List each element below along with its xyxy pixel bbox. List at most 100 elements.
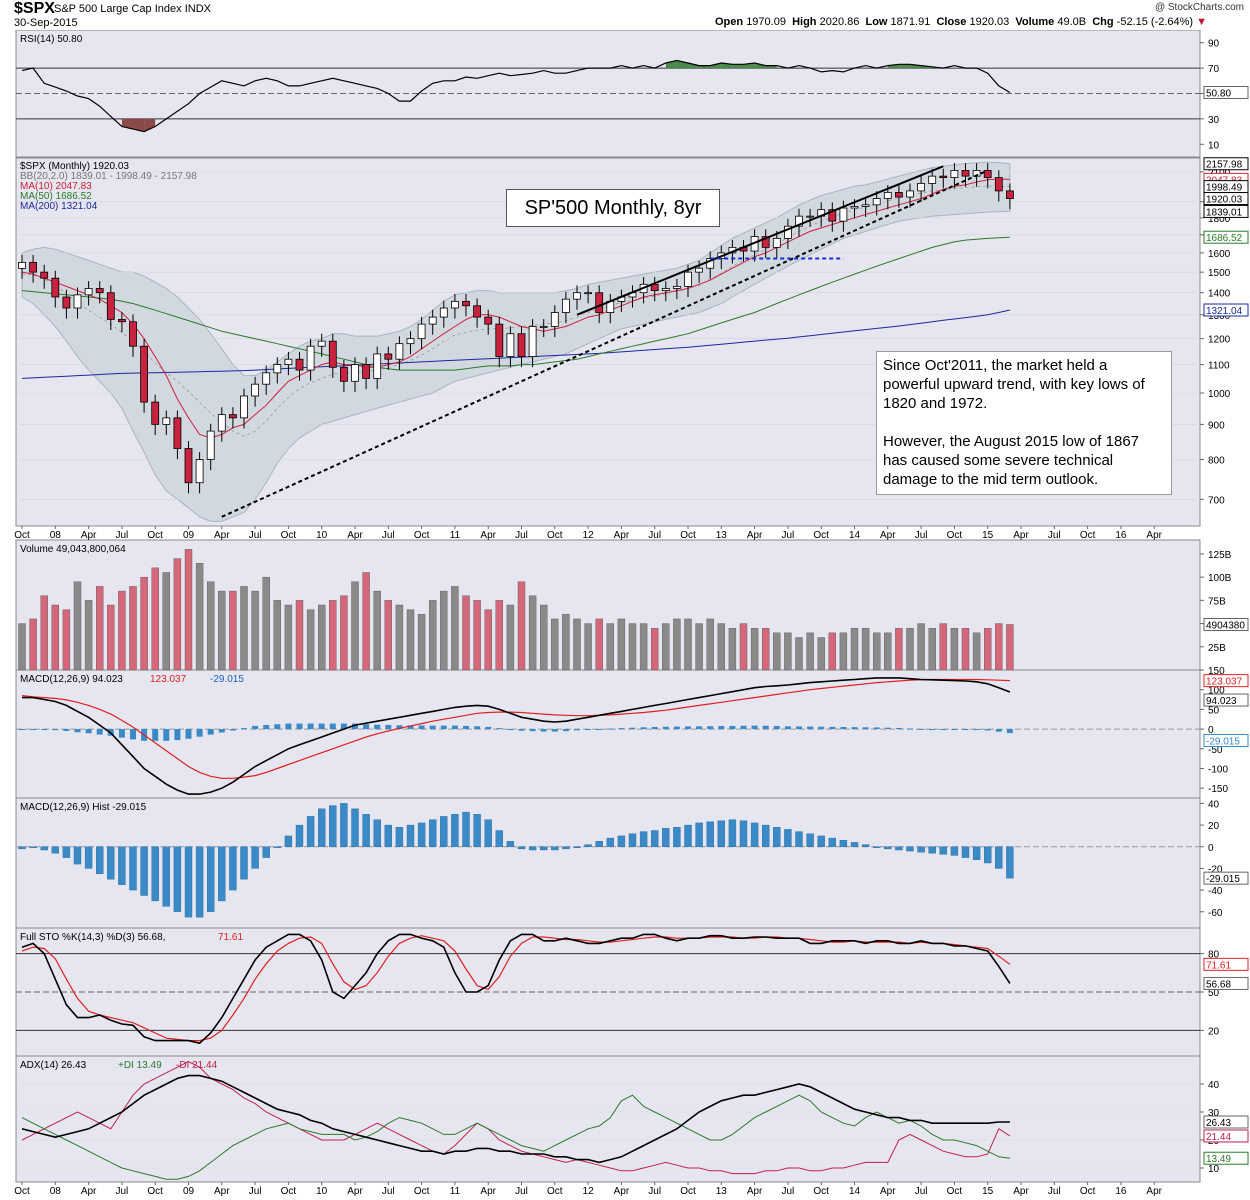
hist-bar (984, 846, 992, 864)
hist-bar (484, 819, 492, 847)
commentary-paragraph-2: However, the August 2015 low of 1867 has… (883, 433, 1140, 488)
macd-hist-bar (496, 728, 503, 730)
candle (917, 183, 925, 192)
hist-bar (584, 844, 592, 847)
candle (162, 417, 171, 425)
xaxis-top-label: Oct (1080, 530, 1096, 541)
candle (206, 430, 215, 460)
volume-bar (917, 623, 925, 671)
macd-hist-bar (607, 728, 614, 730)
macd-hist-bar (840, 727, 847, 730)
hist-bar (240, 846, 248, 880)
volume-bar (595, 618, 603, 671)
volume-bar (484, 609, 492, 671)
macd-hist-bar (895, 727, 902, 730)
macd-hist-bar (618, 728, 625, 730)
hist-bar (573, 846, 581, 848)
price-ytick-label: 1800 (1208, 214, 1231, 225)
candle (939, 175, 948, 178)
adx-plus-di-value: 13.49 (1206, 1154, 1231, 1165)
macd-hist-bar (340, 723, 347, 730)
volume-bar (928, 628, 936, 671)
hist-ytick-label: 20 (1208, 821, 1220, 832)
price-value-label-box (1203, 230, 1249, 244)
volume-bar (673, 618, 681, 671)
sto-k-value-box (1203, 976, 1249, 990)
rsi-line (21, 59, 1011, 133)
volume-ytick-label: 125B (1208, 550, 1232, 561)
macd-hist-bar (940, 729, 947, 731)
candle (806, 215, 814, 218)
sto-ytick-label: 50 (1208, 988, 1220, 999)
copyright: @ StockCharts.com (1154, 2, 1244, 13)
volume-bar (795, 637, 803, 671)
volume-bar (562, 614, 570, 671)
hist-bar (340, 803, 348, 847)
xaxis-top-label: Jul (515, 530, 528, 541)
volume-bar (884, 632, 892, 671)
price-ytick-label: 1000 (1208, 389, 1231, 400)
macd-hist-bar (662, 726, 669, 730)
macd-hist-bar (307, 723, 314, 730)
candle (328, 340, 337, 368)
adx-legend-0: ADX(14) 26.43 (20, 1060, 87, 1071)
high-value: 2020.86 (819, 16, 860, 28)
xaxis-top-label: Jul (249, 530, 262, 541)
hist-bar (884, 846, 892, 850)
volume-legend: Volume 49,043,800,064 (20, 544, 126, 555)
macd-ytick-label: -150 (1208, 784, 1228, 795)
macd-hist-bar (540, 729, 547, 732)
candle (872, 198, 881, 206)
price-value-label: 2157.98 (1206, 160, 1243, 171)
hist-bar (440, 816, 448, 847)
macd-hist-bar (363, 724, 370, 730)
hist-bar (18, 846, 26, 850)
volume-bar (540, 604, 548, 671)
macd-hist-bar (907, 728, 913, 730)
macd-hist-bar (818, 726, 825, 730)
hist-bar (528, 846, 537, 851)
candle (895, 192, 903, 198)
candle (306, 345, 315, 371)
xaxis-bottom-label: Apr (480, 1186, 496, 1197)
candle (417, 323, 426, 340)
hist-legend: MACD(12,26,9) Hist -29.015 (20, 802, 147, 813)
hist-bar (107, 846, 115, 880)
adx-ytick-label: 10 (1208, 1164, 1220, 1175)
volume-bar (473, 600, 481, 671)
candle (839, 207, 848, 222)
macd-hist-bar (196, 729, 203, 737)
rsi-ytick-label: 90 (1208, 39, 1220, 50)
price-value-label: 1920.03 (1206, 195, 1243, 206)
hist-bar (673, 827, 681, 847)
candle (994, 177, 1003, 192)
hist-bar (429, 819, 437, 847)
candle (95, 288, 104, 294)
macd-hist-bar (52, 729, 59, 731)
candle (883, 192, 892, 199)
macd-hist-bar (263, 724, 270, 730)
hist-bar (684, 824, 692, 847)
xaxis-top-label: Oct (414, 530, 430, 541)
macd-value-box (1203, 693, 1249, 707)
price-value-label-box (1203, 303, 1249, 317)
macd-hist-bar (463, 725, 469, 730)
candle (761, 236, 770, 248)
macd-hist-bar (274, 724, 281, 730)
hist-bar (806, 833, 814, 847)
hist-bar (118, 846, 126, 885)
panel-hist (15, 797, 1201, 929)
candle (573, 292, 581, 300)
macd-hist-bar (374, 724, 381, 730)
candle (84, 288, 93, 296)
adx-ytick-label: 30 (1208, 1108, 1220, 1119)
candle (584, 292, 592, 295)
hist-last-value-box (1203, 871, 1249, 885)
xaxis-bottom-label: Oct (1080, 1186, 1096, 1197)
hist-bar (906, 846, 914, 852)
candle (795, 215, 803, 227)
commentary-paragraph-1: Since Oct'2011, the market held a powerf… (883, 357, 1145, 412)
price-legend-3: MA(50) 1686.52 (20, 191, 92, 202)
candle (295, 358, 304, 371)
low-label: Low (865, 16, 888, 28)
